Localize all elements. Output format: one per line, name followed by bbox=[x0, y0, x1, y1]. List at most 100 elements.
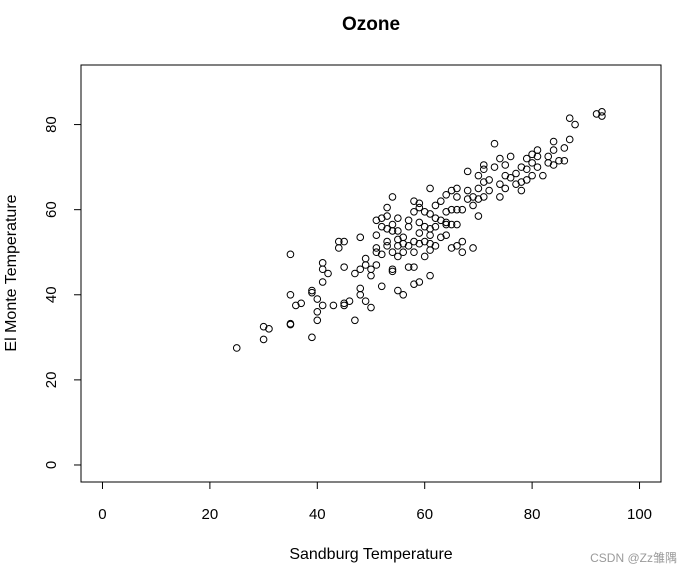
data-point bbox=[485, 186, 493, 195]
data-point bbox=[522, 165, 531, 174]
data-point bbox=[292, 301, 300, 310]
data-point bbox=[496, 193, 504, 201]
data-point bbox=[340, 301, 348, 310]
data-point bbox=[474, 184, 483, 193]
data-point bbox=[318, 301, 327, 310]
data-point bbox=[479, 193, 488, 201]
data-point bbox=[437, 197, 445, 205]
data-point bbox=[377, 222, 386, 231]
data-point bbox=[592, 110, 601, 118]
data-point bbox=[501, 184, 510, 193]
data-point bbox=[383, 203, 391, 212]
data-point bbox=[286, 319, 295, 328]
data-point bbox=[356, 265, 365, 274]
data-point bbox=[404, 222, 413, 231]
data-point bbox=[442, 208, 450, 216]
data-point bbox=[506, 152, 515, 161]
data-point bbox=[426, 271, 434, 280]
data-point bbox=[458, 237, 467, 246]
data-point bbox=[329, 301, 338, 310]
data-point bbox=[463, 167, 472, 176]
data-point bbox=[410, 208, 418, 216]
data-point bbox=[313, 295, 322, 303]
data-point bbox=[410, 280, 418, 288]
data-point bbox=[431, 242, 440, 250]
y-tick-label: 80 bbox=[43, 116, 60, 133]
data-point bbox=[437, 216, 445, 225]
x-tick-label: 60 bbox=[416, 506, 433, 523]
data-point bbox=[496, 180, 504, 188]
data-point bbox=[351, 269, 359, 278]
data-point bbox=[388, 265, 397, 274]
data-point bbox=[431, 201, 440, 210]
data-point bbox=[399, 290, 408, 299]
data-point bbox=[458, 248, 467, 257]
data-point bbox=[383, 237, 391, 246]
data-point bbox=[399, 248, 408, 257]
data-point bbox=[426, 239, 434, 248]
data-point bbox=[340, 263, 348, 271]
data-point bbox=[560, 144, 569, 152]
data-point bbox=[490, 163, 499, 171]
y-tick-label: 60 bbox=[43, 201, 60, 218]
data-point bbox=[394, 286, 402, 295]
data-point bbox=[442, 218, 450, 227]
data-point bbox=[555, 156, 563, 165]
data-point bbox=[506, 173, 515, 182]
data-point bbox=[501, 161, 510, 169]
data-point bbox=[469, 201, 477, 210]
data-point bbox=[372, 216, 381, 225]
data-point bbox=[420, 208, 429, 216]
data-point bbox=[485, 176, 493, 184]
data-point bbox=[340, 237, 348, 246]
data-point bbox=[334, 237, 343, 246]
y-tick-label: 20 bbox=[43, 372, 60, 389]
data-point bbox=[377, 214, 386, 222]
data-point bbox=[517, 186, 526, 195]
data-point bbox=[549, 146, 558, 154]
data-point bbox=[377, 282, 386, 291]
data-point bbox=[442, 220, 450, 229]
data-point bbox=[496, 154, 504, 163]
data-point bbox=[313, 307, 322, 316]
data-point bbox=[232, 344, 241, 352]
data-point bbox=[598, 108, 606, 116]
data-point bbox=[340, 299, 348, 308]
data-point bbox=[469, 244, 477, 252]
data-point bbox=[367, 265, 375, 274]
data-point bbox=[565, 114, 574, 122]
data-point bbox=[453, 193, 461, 201]
data-point bbox=[367, 271, 375, 280]
data-point bbox=[437, 233, 445, 242]
data-point bbox=[399, 233, 408, 242]
data-point bbox=[415, 199, 424, 208]
data-point bbox=[383, 242, 391, 250]
y-axis-label: El Monte Temperature bbox=[3, 194, 20, 351]
data-point bbox=[265, 325, 273, 333]
data-point bbox=[372, 244, 381, 252]
data-point bbox=[474, 212, 483, 220]
y-tick-label: 40 bbox=[43, 286, 60, 303]
data-point bbox=[356, 233, 365, 242]
x-tick-label: 20 bbox=[202, 506, 219, 523]
data-point bbox=[388, 248, 397, 257]
data-point bbox=[453, 184, 461, 193]
data-point bbox=[318, 259, 327, 267]
data-point bbox=[565, 135, 574, 144]
data-point bbox=[598, 112, 606, 120]
data-point bbox=[415, 229, 424, 237]
data-point bbox=[361, 297, 370, 305]
data-point bbox=[356, 290, 365, 299]
data-point bbox=[474, 195, 483, 203]
data-point bbox=[442, 231, 450, 240]
data-point bbox=[469, 193, 477, 201]
data-point bbox=[415, 239, 424, 248]
data-point bbox=[372, 248, 381, 257]
data-point bbox=[522, 154, 531, 163]
data-point bbox=[410, 197, 418, 205]
data-point bbox=[447, 244, 456, 252]
data-point bbox=[259, 335, 268, 344]
data-point bbox=[415, 218, 424, 227]
data-point bbox=[420, 237, 429, 246]
